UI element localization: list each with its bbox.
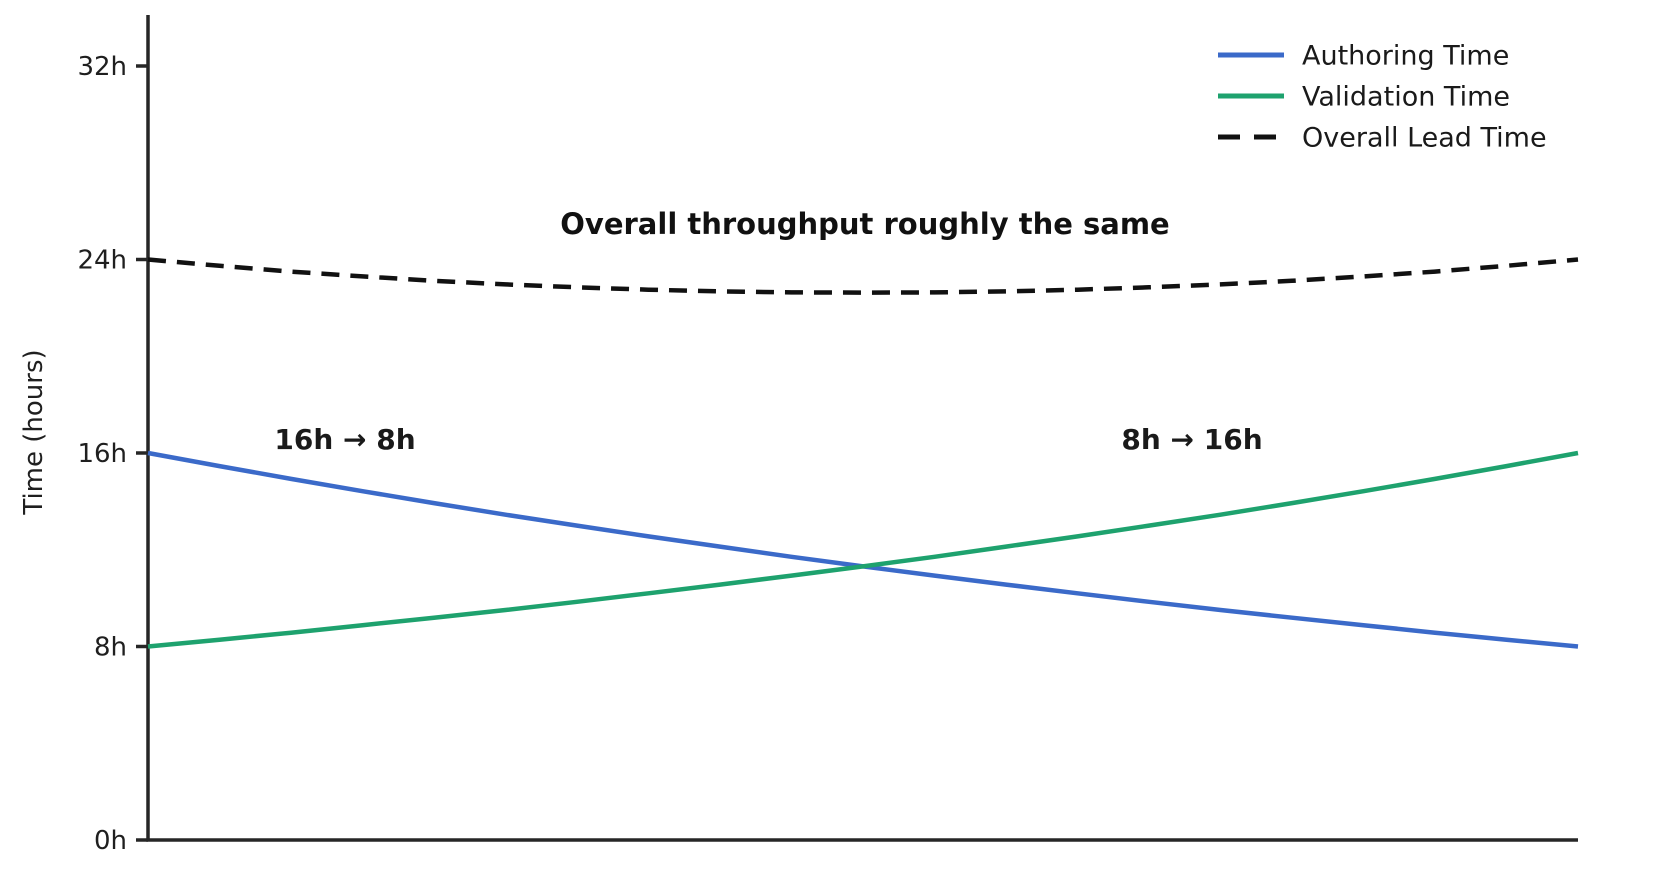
y-axis-label: Time (hours) [19, 349, 49, 515]
y-tick-16h: 16h [77, 439, 127, 469]
annotation-throughput: Overall throughput roughly the same [560, 207, 1169, 241]
authoring-time-line [147, 450, 1579, 649]
y-axis-ticks [136, 64, 148, 842]
y-tick-8h: 8h [94, 633, 127, 663]
annotation-authoring-shift: 16h → 8h [274, 423, 415, 456]
y-tick-24h: 24h [77, 246, 127, 276]
legend-label-validation: Validation Time [1302, 81, 1510, 112]
legend-label-authoring: Authoring Time [1302, 40, 1509, 71]
legend-label-lead: Overall Lead Time [1302, 122, 1547, 153]
y-tick-0h: 0h [94, 826, 127, 856]
annotation-validation-shift: 8h → 16h [1121, 423, 1262, 456]
overall-lead-time-line [147, 257, 1579, 295]
y-tick-32h: 32h [77, 52, 127, 82]
validation-time-line [147, 450, 1579, 649]
legend: Authoring Time Validation Time Overall L… [1218, 40, 1547, 153]
